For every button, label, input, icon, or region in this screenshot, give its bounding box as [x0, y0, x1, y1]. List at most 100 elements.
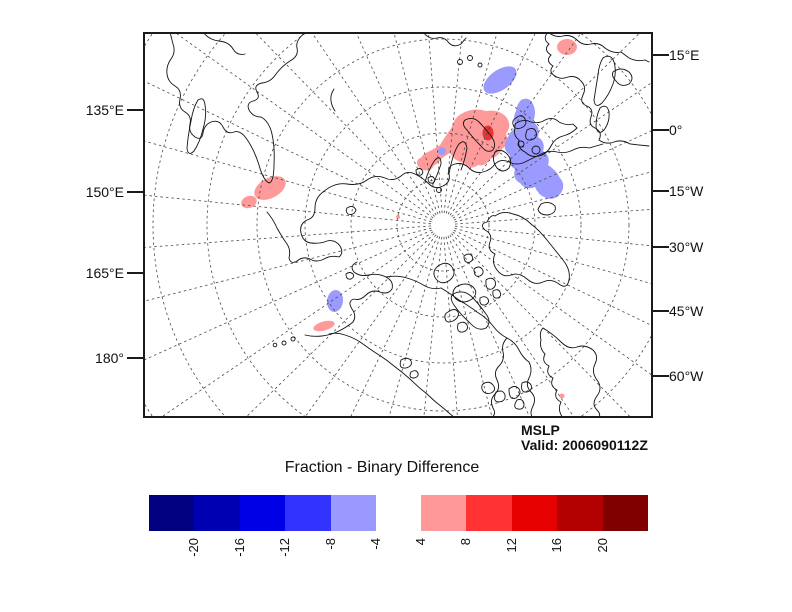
red-region-kamchatka2 — [241, 195, 257, 209]
coast-canada-mainland — [440, 287, 536, 416]
polar-map — [145, 34, 651, 416]
coast-crescent-island — [330, 88, 336, 112]
colorbar-segment — [557, 495, 603, 531]
coast-baffin — [450, 291, 490, 330]
axis-tick-left — [127, 109, 143, 111]
axis-tick-right — [653, 54, 669, 56]
island-near-pole — [427, 176, 436, 184]
meridian-line — [305, 234, 437, 416]
colorbar-label: 16 — [549, 538, 565, 553]
colorbar-segment — [511, 495, 558, 531]
island-aleutian — [272, 342, 278, 348]
graticule — [145, 34, 651, 416]
coast-hudson-west — [490, 337, 508, 416]
island — [457, 321, 468, 333]
meridian-line — [453, 229, 651, 326]
island — [492, 289, 502, 299]
island — [444, 309, 459, 323]
latitude-circle — [396, 178, 490, 272]
coast-alaska-west — [304, 261, 393, 337]
coast-scandinavia-north — [549, 34, 650, 63]
coast-quebec — [539, 327, 601, 416]
island-near-pole — [436, 187, 442, 193]
coast-chukotka — [266, 191, 343, 263]
coast-white-sea — [611, 68, 633, 86]
meridian-line — [145, 227, 432, 302]
meridian-line — [428, 34, 443, 214]
axis-tick-right — [653, 190, 669, 192]
meridian-line — [393, 34, 441, 214]
colorbar-title: Fraction - Binary Difference — [284, 459, 480, 476]
island — [479, 296, 490, 306]
colorbar-label: -8 — [322, 538, 338, 550]
coast-sevz-arc-a — [462, 117, 496, 152]
axis-label-left-2: 165°E — [85, 265, 124, 281]
latitude-circle — [350, 132, 536, 318]
axis-label-right-3: 30°W — [669, 239, 704, 255]
field-label: MSLP — [521, 422, 560, 438]
island-banks — [433, 262, 455, 284]
coast-sevz-arc-b — [492, 149, 512, 172]
axis-label-right-5: 60°W — [669, 368, 704, 384]
meridian-line — [423, 236, 443, 416]
coast-russia-north — [322, 143, 604, 193]
coast-top-fragment — [424, 34, 467, 47]
colorbar-label: -16 — [231, 538, 247, 557]
meridian-line — [388, 236, 441, 416]
island-aleutian — [290, 336, 296, 342]
island-aleutian — [281, 340, 287, 346]
axis-label-right-4: 45°W — [669, 303, 704, 319]
colorbar-segment — [421, 495, 467, 531]
island-svalbard — [517, 140, 525, 148]
great-lake — [494, 390, 506, 403]
axis-label-right-0: 15°E — [669, 47, 700, 63]
colorbar-label: -12 — [277, 538, 293, 557]
coast-alaska-north — [385, 275, 442, 290]
red-region-aleutian — [313, 320, 335, 332]
meridian-line — [454, 208, 651, 225]
coast-alaska-south — [328, 332, 454, 416]
island-near-pole — [415, 168, 424, 176]
island-svalbard — [531, 145, 541, 155]
latitude-circle — [145, 34, 153, 416]
island-svalbard — [512, 115, 527, 129]
axis-label-left-3: 180° — [95, 350, 124, 366]
colorbar-label: -20 — [186, 538, 202, 557]
blue-region-alaska — [326, 290, 344, 312]
colorbar-segment — [466, 495, 512, 531]
meridian-line — [256, 34, 435, 217]
colorbar-segment — [330, 495, 377, 531]
axis-label-right-1: 0° — [669, 122, 683, 138]
meridian-line — [449, 234, 574, 416]
island-franz-josef — [467, 55, 473, 61]
red-speck-left — [396, 215, 400, 219]
red-region-west-lobe — [416, 156, 434, 171]
colorbar-negative — [149, 495, 377, 531]
axis-label-right-2: 15°W — [669, 183, 704, 199]
colorbar-label: 12 — [503, 538, 519, 553]
axis-tick-right — [653, 246, 669, 248]
blue-region-svalbard-north — [483, 66, 517, 94]
meridian-line — [145, 229, 433, 360]
island — [409, 370, 419, 379]
great-lake — [508, 386, 521, 400]
colorbar-label: 4 — [413, 538, 428, 546]
axis-tick-right — [653, 129, 669, 131]
latitude-circle — [145, 34, 651, 416]
coast-sakhalin — [186, 98, 207, 154]
meridian-line — [246, 233, 435, 416]
meridian-line — [454, 171, 651, 223]
meridian-line — [454, 227, 651, 284]
axis-tick-left — [127, 272, 143, 274]
meridian-line — [447, 235, 530, 416]
small-islands — [272, 55, 541, 410]
island — [473, 266, 484, 277]
island-franz-josef — [477, 62, 483, 68]
axis-label-left-0: 135°E — [85, 102, 124, 118]
colorbar-segment — [602, 495, 649, 531]
coast-taymyr — [424, 157, 442, 185]
meridian-line — [453, 130, 651, 221]
axis-tick-right — [653, 375, 669, 377]
colorbar-segment — [285, 495, 331, 531]
